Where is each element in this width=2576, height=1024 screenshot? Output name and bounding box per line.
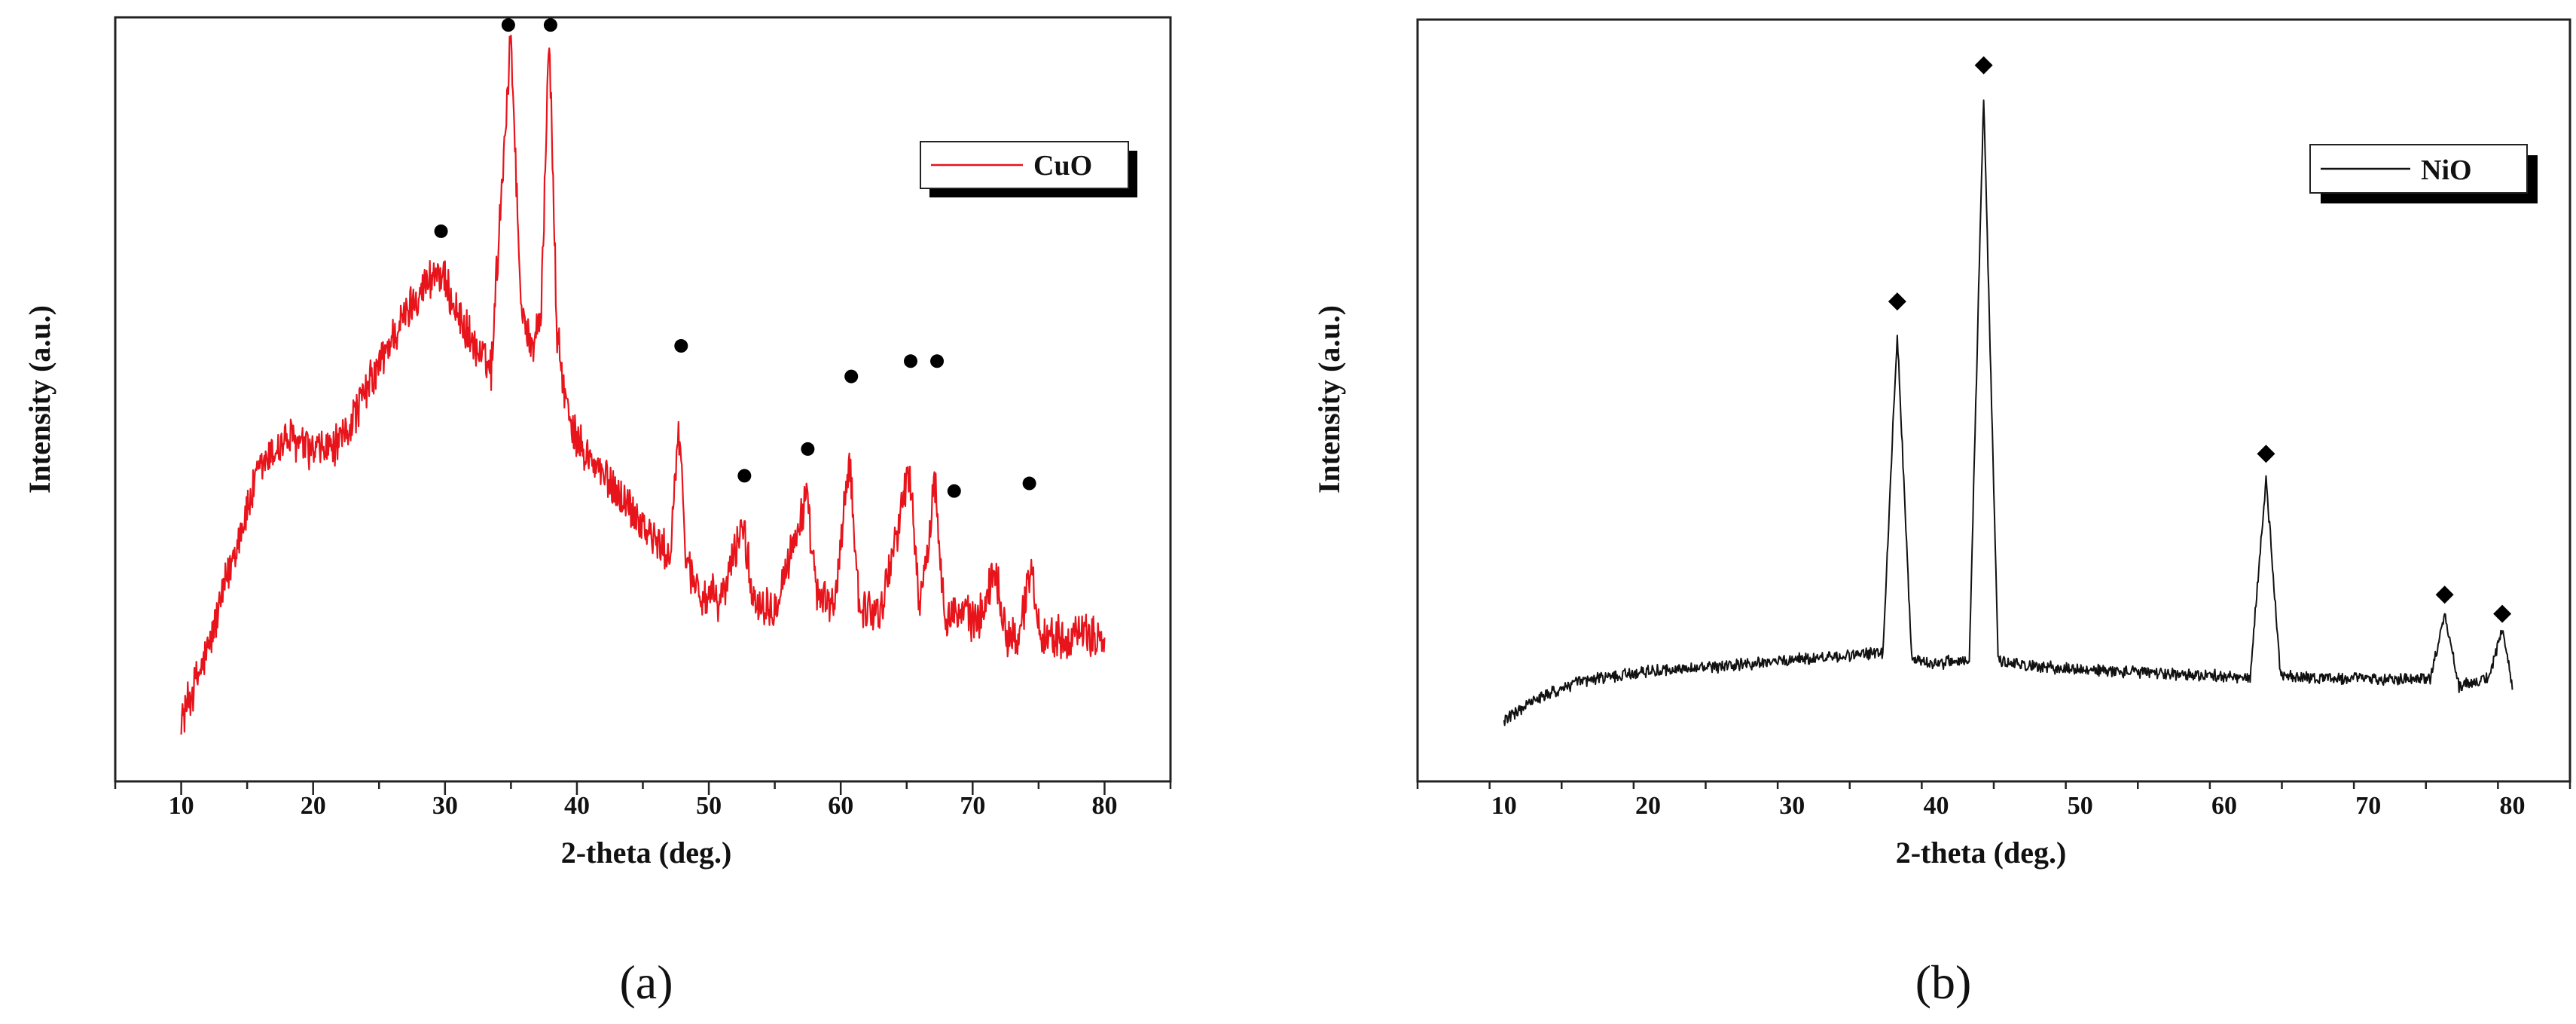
x-tick-labels-a: 10 20 30 40 50 60 70 80 bbox=[169, 792, 1118, 820]
x-tick-label: 40 bbox=[1924, 792, 1949, 820]
x-tick-label: 80 bbox=[1091, 792, 1117, 820]
cuo-peak-marker bbox=[947, 484, 961, 498]
x-tick-label: 70 bbox=[2355, 792, 2381, 820]
cuo-pattern-line bbox=[180, 34, 1106, 735]
cuo-peak-markers bbox=[434, 18, 1036, 498]
x-ticks-a bbox=[114, 781, 1172, 795]
nio-peak-marker bbox=[1974, 56, 1993, 75]
y-axis-title-a: Intensity (a.u.) bbox=[23, 305, 56, 494]
plot-frame-a bbox=[114, 16, 1172, 783]
cuo-peak-marker bbox=[844, 369, 859, 384]
x-tick-label: 20 bbox=[1635, 792, 1661, 820]
x-tick-label: 50 bbox=[696, 792, 722, 820]
legend-a: CuO bbox=[920, 141, 1137, 197]
x-tick-label: 70 bbox=[960, 792, 985, 820]
x-tick-label: 10 bbox=[1491, 792, 1517, 820]
x-tick-label: 30 bbox=[1779, 792, 1805, 820]
cuo-peak-marker bbox=[904, 354, 918, 368]
chart-panel-a: 10 20 30 40 50 60 70 80 CuO 2-theta (deg.) Inte… bbox=[23, 16, 1172, 1009]
cuo-peak-marker bbox=[930, 354, 945, 368]
panel-label-b: (b) bbox=[1915, 955, 1972, 1009]
x-tick-label: 60 bbox=[2211, 792, 2237, 820]
x-tick-label: 10 bbox=[169, 792, 194, 820]
cuo-peak-marker bbox=[543, 18, 557, 32]
nio-peak-marker bbox=[2435, 585, 2454, 604]
cuo-peak-marker bbox=[501, 18, 515, 32]
chart-panel-b: 10 20 30 40 50 60 70 80 NiO 2-theta (deg.) Inte… bbox=[1312, 18, 2571, 1009]
x-tick-label: 30 bbox=[432, 792, 458, 820]
nio-peak-marker bbox=[1888, 292, 1906, 311]
cuo-peak-marker bbox=[801, 442, 815, 456]
y-axis-title-b: Intensity (a.u.) bbox=[1312, 305, 1346, 494]
x-tick-label: 80 bbox=[2500, 792, 2526, 820]
cuo-peak-marker bbox=[1022, 476, 1036, 491]
legend-b: NiO bbox=[2309, 144, 2538, 203]
panel-label-a: (a) bbox=[619, 955, 673, 1009]
cuo-peak-marker bbox=[737, 469, 752, 483]
x-tick-label: 20 bbox=[301, 792, 326, 820]
x-axis-title-a: 2-theta (deg.) bbox=[561, 836, 732, 870]
legend-label-b: NiO bbox=[2421, 154, 2472, 186]
nio-pattern-line bbox=[1503, 99, 2513, 726]
cuo-peak-marker bbox=[434, 224, 448, 238]
x-ticks-b bbox=[1416, 781, 2571, 789]
nio-peak-marker bbox=[2257, 445, 2275, 463]
cuo-peak-marker bbox=[674, 339, 688, 353]
x-tick-labels-b: 10 20 30 40 50 60 70 80 bbox=[1491, 792, 2526, 820]
nio-peak-marker bbox=[2493, 604, 2512, 623]
legend-label-a: CuO bbox=[1033, 150, 1092, 182]
x-tick-label: 50 bbox=[2068, 792, 2093, 820]
x-axis-title-b: 2-theta (deg.) bbox=[1896, 836, 2067, 870]
x-tick-label: 60 bbox=[828, 792, 853, 820]
x-tick-label: 40 bbox=[564, 792, 590, 820]
plot-frame-b bbox=[1416, 18, 2571, 783]
nio-peak-markers bbox=[1888, 56, 2512, 623]
